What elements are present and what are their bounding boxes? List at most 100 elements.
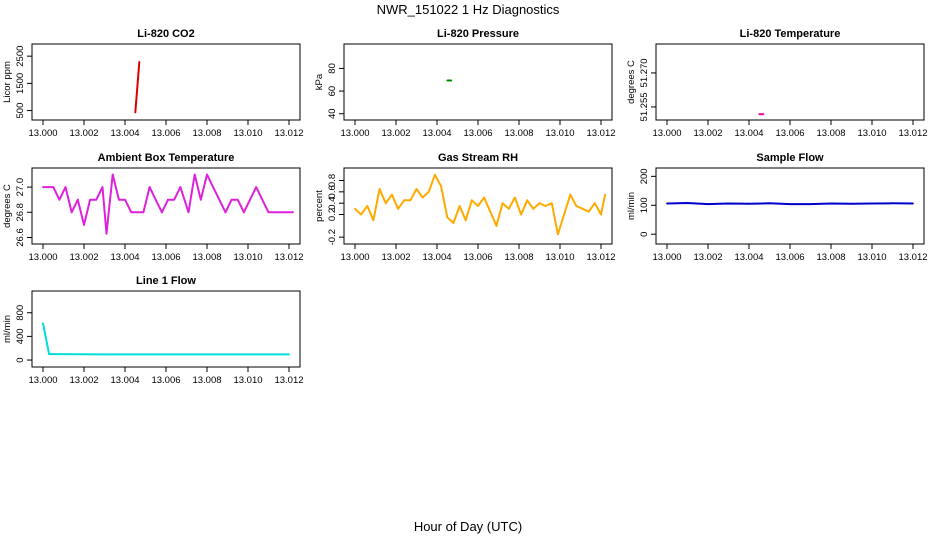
sample_flow-data-point: [789, 203, 791, 206]
line1_flow-xtick-label: 13.002: [69, 375, 98, 386]
temperature-panel: Li-820 Temperature 13.000 13.002 13.004 13.0…: [626, 28, 928, 139]
sample_flow-data-point: [809, 203, 812, 206]
rh-data-point: [397, 207, 399, 210]
rh-data-point: [366, 205, 369, 207]
box_temp-data-point: [218, 198, 221, 201]
box_temp-data-point: [76, 198, 79, 201]
pressure-ytick-label: 40: [327, 108, 338, 119]
box_temp-xtick-label: 13.008: [192, 252, 221, 263]
box_temp-ytick-label: 26.6: [15, 228, 26, 247]
box_temp-data-point: [267, 211, 270, 214]
rh-data-point: [538, 202, 541, 205]
line1_flow-xtick-label: 13.008: [192, 375, 221, 386]
temperature-ylabel: degrees C: [626, 60, 637, 104]
rh-data-point: [452, 222, 455, 224]
rh-data-point: [600, 213, 602, 216]
rh-ytick-label: 0.6: [327, 185, 338, 198]
line1_flow-panel: Line 1 Flow 13.000 13.002 13.004 13.006 13.00…: [2, 275, 304, 386]
pressure-ytick-label: 60: [327, 86, 338, 97]
box_temp-ytick-label: 27.0: [15, 178, 26, 197]
box_temp-data-point: [286, 211, 288, 214]
sample_flow-xtick-label: 13.006: [775, 252, 804, 263]
box_temp-xtick-label: 13.010: [233, 252, 262, 263]
box_temp-data-point: [249, 198, 251, 201]
rh-data-point: [415, 188, 418, 190]
rh-data-point: [403, 199, 406, 202]
line1_flow-xtick-label: 13.012: [274, 375, 303, 386]
rh-data-point: [550, 202, 553, 205]
box_temp-data-point: [187, 211, 190, 214]
box_temp-data-point: [236, 198, 239, 201]
rh-panel: Gas Stream RH 13.000 13.002 13.004 13.006 13.…: [314, 152, 616, 263]
box_temp-xtick-label: 13.002: [69, 252, 98, 263]
sample_flow-data-point: [686, 202, 689, 204]
sample_flow-xtick-label: 13.010: [857, 252, 886, 263]
rh-data-point: [483, 196, 486, 199]
rh-data-point: [604, 193, 606, 196]
sample_flow-data-point: [871, 202, 873, 205]
sample_flow-panel: Sample Flow 13.000 13.002 13.004 13.006 13.00…: [626, 152, 928, 263]
box_temp-xtick-label: 13.004: [110, 252, 139, 263]
co2-xtick-label: 13.008: [192, 128, 221, 139]
temperature-ytick-label: 51.270: [639, 58, 650, 87]
pressure-xtick-label: 13.012: [586, 128, 615, 139]
rh-data-point: [495, 224, 498, 227]
co2-xtick-label: 13.010: [233, 128, 262, 139]
pressure-xtick-label: 13.002: [381, 128, 410, 139]
rh-data-point: [489, 210, 492, 213]
line1_flow-xtick-label: 13.006: [151, 375, 180, 386]
line1_flow-data-point: [103, 353, 106, 356]
box_temp-data-point: [64, 186, 67, 189]
box_temp-data-point: [105, 232, 108, 235]
rh-ytick-label: -0.2: [327, 229, 338, 245]
box_temp-data-point: [230, 198, 233, 201]
box_temp-data-point: [142, 211, 145, 214]
sample_flow-data-point: [891, 202, 894, 205]
rh-data-point: [427, 190, 430, 193]
sample_flow-data-point: [850, 202, 853, 205]
box_temp-xtick-label: 13.000: [28, 252, 57, 263]
line1_flow-ytick-label: 400: [15, 328, 26, 344]
figure-xlabel: Hour of Day (UTC): [414, 519, 522, 534]
line1_flow-xtick-label: 13.004: [110, 375, 139, 386]
box_temp-xtick-label: 13.006: [151, 252, 180, 263]
line1_flow-data-point: [288, 353, 290, 356]
box_temp-data-point: [130, 211, 133, 214]
pressure-xtick-label: 13.004: [422, 128, 451, 139]
box_temp-data-point: [224, 211, 227, 214]
rh-xtick-label: 13.008: [504, 252, 533, 263]
co2-xtick-label: 13.000: [28, 128, 57, 139]
box_temp-data-point: [52, 186, 55, 189]
line1_flow-ytick-label: 0: [15, 357, 26, 362]
sample_flow-data-point: [830, 202, 832, 205]
sample_flow-data-point: [768, 202, 771, 205]
box_temp-ytick-label: 26.8: [15, 203, 26, 222]
rh-data-point: [526, 199, 529, 202]
rh-title: Gas Stream RH: [438, 152, 518, 164]
pressure-ylabel: kPa: [314, 73, 325, 90]
sample_flow-xtick-label: 13.008: [816, 252, 845, 263]
rh-data-point: [520, 213, 522, 216]
box_temp-data-point: [154, 198, 157, 201]
rh-data-point: [501, 202, 504, 205]
rh-data-point: [378, 188, 381, 190]
line1_flow-data-point: [42, 322, 44, 325]
rh-xtick-label: 13.002: [381, 252, 410, 263]
rh-data-point: [458, 205, 461, 207]
rh-data-point: [514, 196, 516, 199]
sample_flow-ytick-label: 200: [639, 168, 650, 184]
line1_flow-data-point: [165, 353, 167, 356]
rh-data-point: [557, 233, 559, 236]
box_temp-data-point: [89, 198, 92, 201]
co2-xtick-label: 13.004: [110, 128, 139, 139]
rh-ytick-label: 0.4: [327, 197, 338, 210]
rh-data-point: [532, 207, 535, 210]
pressure-panel: Li-820 Pressure 13.000 13.002 13.004 13.006 1…: [314, 28, 616, 139]
temperature-plot-box: [655, 43, 925, 121]
box_temp-data-point: [111, 173, 114, 176]
sample_flow-ytick-label: 0: [639, 232, 650, 237]
rh-data-point: [354, 207, 356, 210]
rh-data-point: [434, 173, 436, 176]
rh-ytick-label: 0.2: [327, 208, 338, 221]
